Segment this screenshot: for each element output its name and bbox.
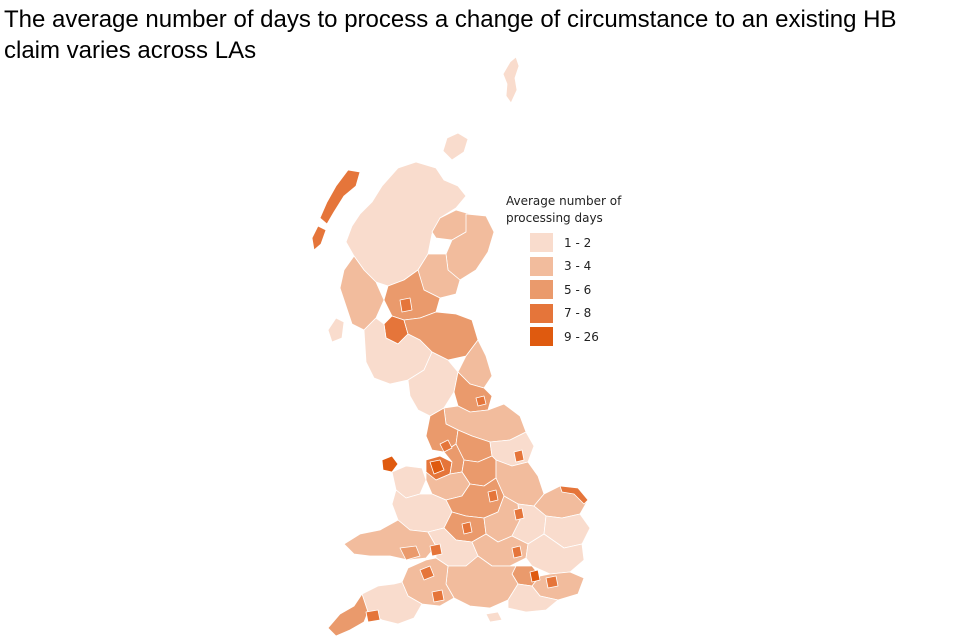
region-borders: [403, 311, 479, 361]
region-birmingham: [461, 521, 473, 535]
legend-label: 9 - 26: [564, 329, 599, 344]
region-isle-of-wight: [485, 611, 503, 623]
region-norfolk-coast: [559, 485, 589, 505]
region-peterborough: [513, 507, 525, 521]
region-cardiff: [429, 543, 443, 557]
region-orkney: [442, 132, 469, 161]
legend-item: 7 - 8: [506, 302, 666, 326]
legend-swatch: [530, 327, 553, 347]
legend-label: 7 - 8: [564, 306, 592, 321]
region-bristol: [419, 565, 435, 581]
legend-label: 5 - 6: [564, 282, 592, 297]
region-western-isles: [319, 169, 361, 225]
region-sussex: [507, 583, 559, 613]
legend-swatch: [530, 303, 553, 323]
legend-item: 1 - 2: [506, 231, 666, 255]
legend-label: 1 - 2: [564, 235, 592, 250]
region-hull: [513, 449, 525, 463]
region-luton: [511, 545, 523, 559]
legend-item: 3 - 4: [506, 255, 666, 279]
legend-item: 5 - 6: [506, 278, 666, 302]
legend-swatch: [530, 280, 553, 300]
region-thurrock: [545, 575, 559, 589]
region-islay: [327, 317, 345, 343]
region-uist: [311, 225, 327, 251]
legend-swatch: [530, 233, 553, 253]
region-plymouth: [365, 609, 381, 623]
region-east-london: [529, 569, 541, 583]
region-cornwall: [327, 593, 369, 637]
map-title: The average number of days to process a …: [4, 6, 897, 64]
map-regions: [311, 56, 591, 637]
region-liverpool: [429, 459, 445, 475]
region-blackburn: [439, 439, 453, 453]
region-essex: [525, 533, 585, 575]
legend-item: 9 - 26: [506, 325, 666, 349]
region-inverclyde: [399, 297, 413, 313]
region-middlesbrough: [475, 395, 487, 407]
region-nottingham: [487, 489, 499, 503]
map-legend: Average number of processing days 1 - 2 …: [506, 193, 666, 349]
legend-swatch: [530, 256, 553, 276]
region-dumfries: [363, 317, 433, 385]
region-hampshire: [445, 555, 519, 609]
legend-title: Average number of processing days: [506, 194, 622, 225]
legend-label: 3 - 4: [564, 259, 592, 274]
region-swansea: [399, 545, 421, 561]
region-anglesey: [381, 455, 399, 473]
region-bournemouth: [431, 589, 445, 603]
region-shetland: [502, 56, 520, 104]
